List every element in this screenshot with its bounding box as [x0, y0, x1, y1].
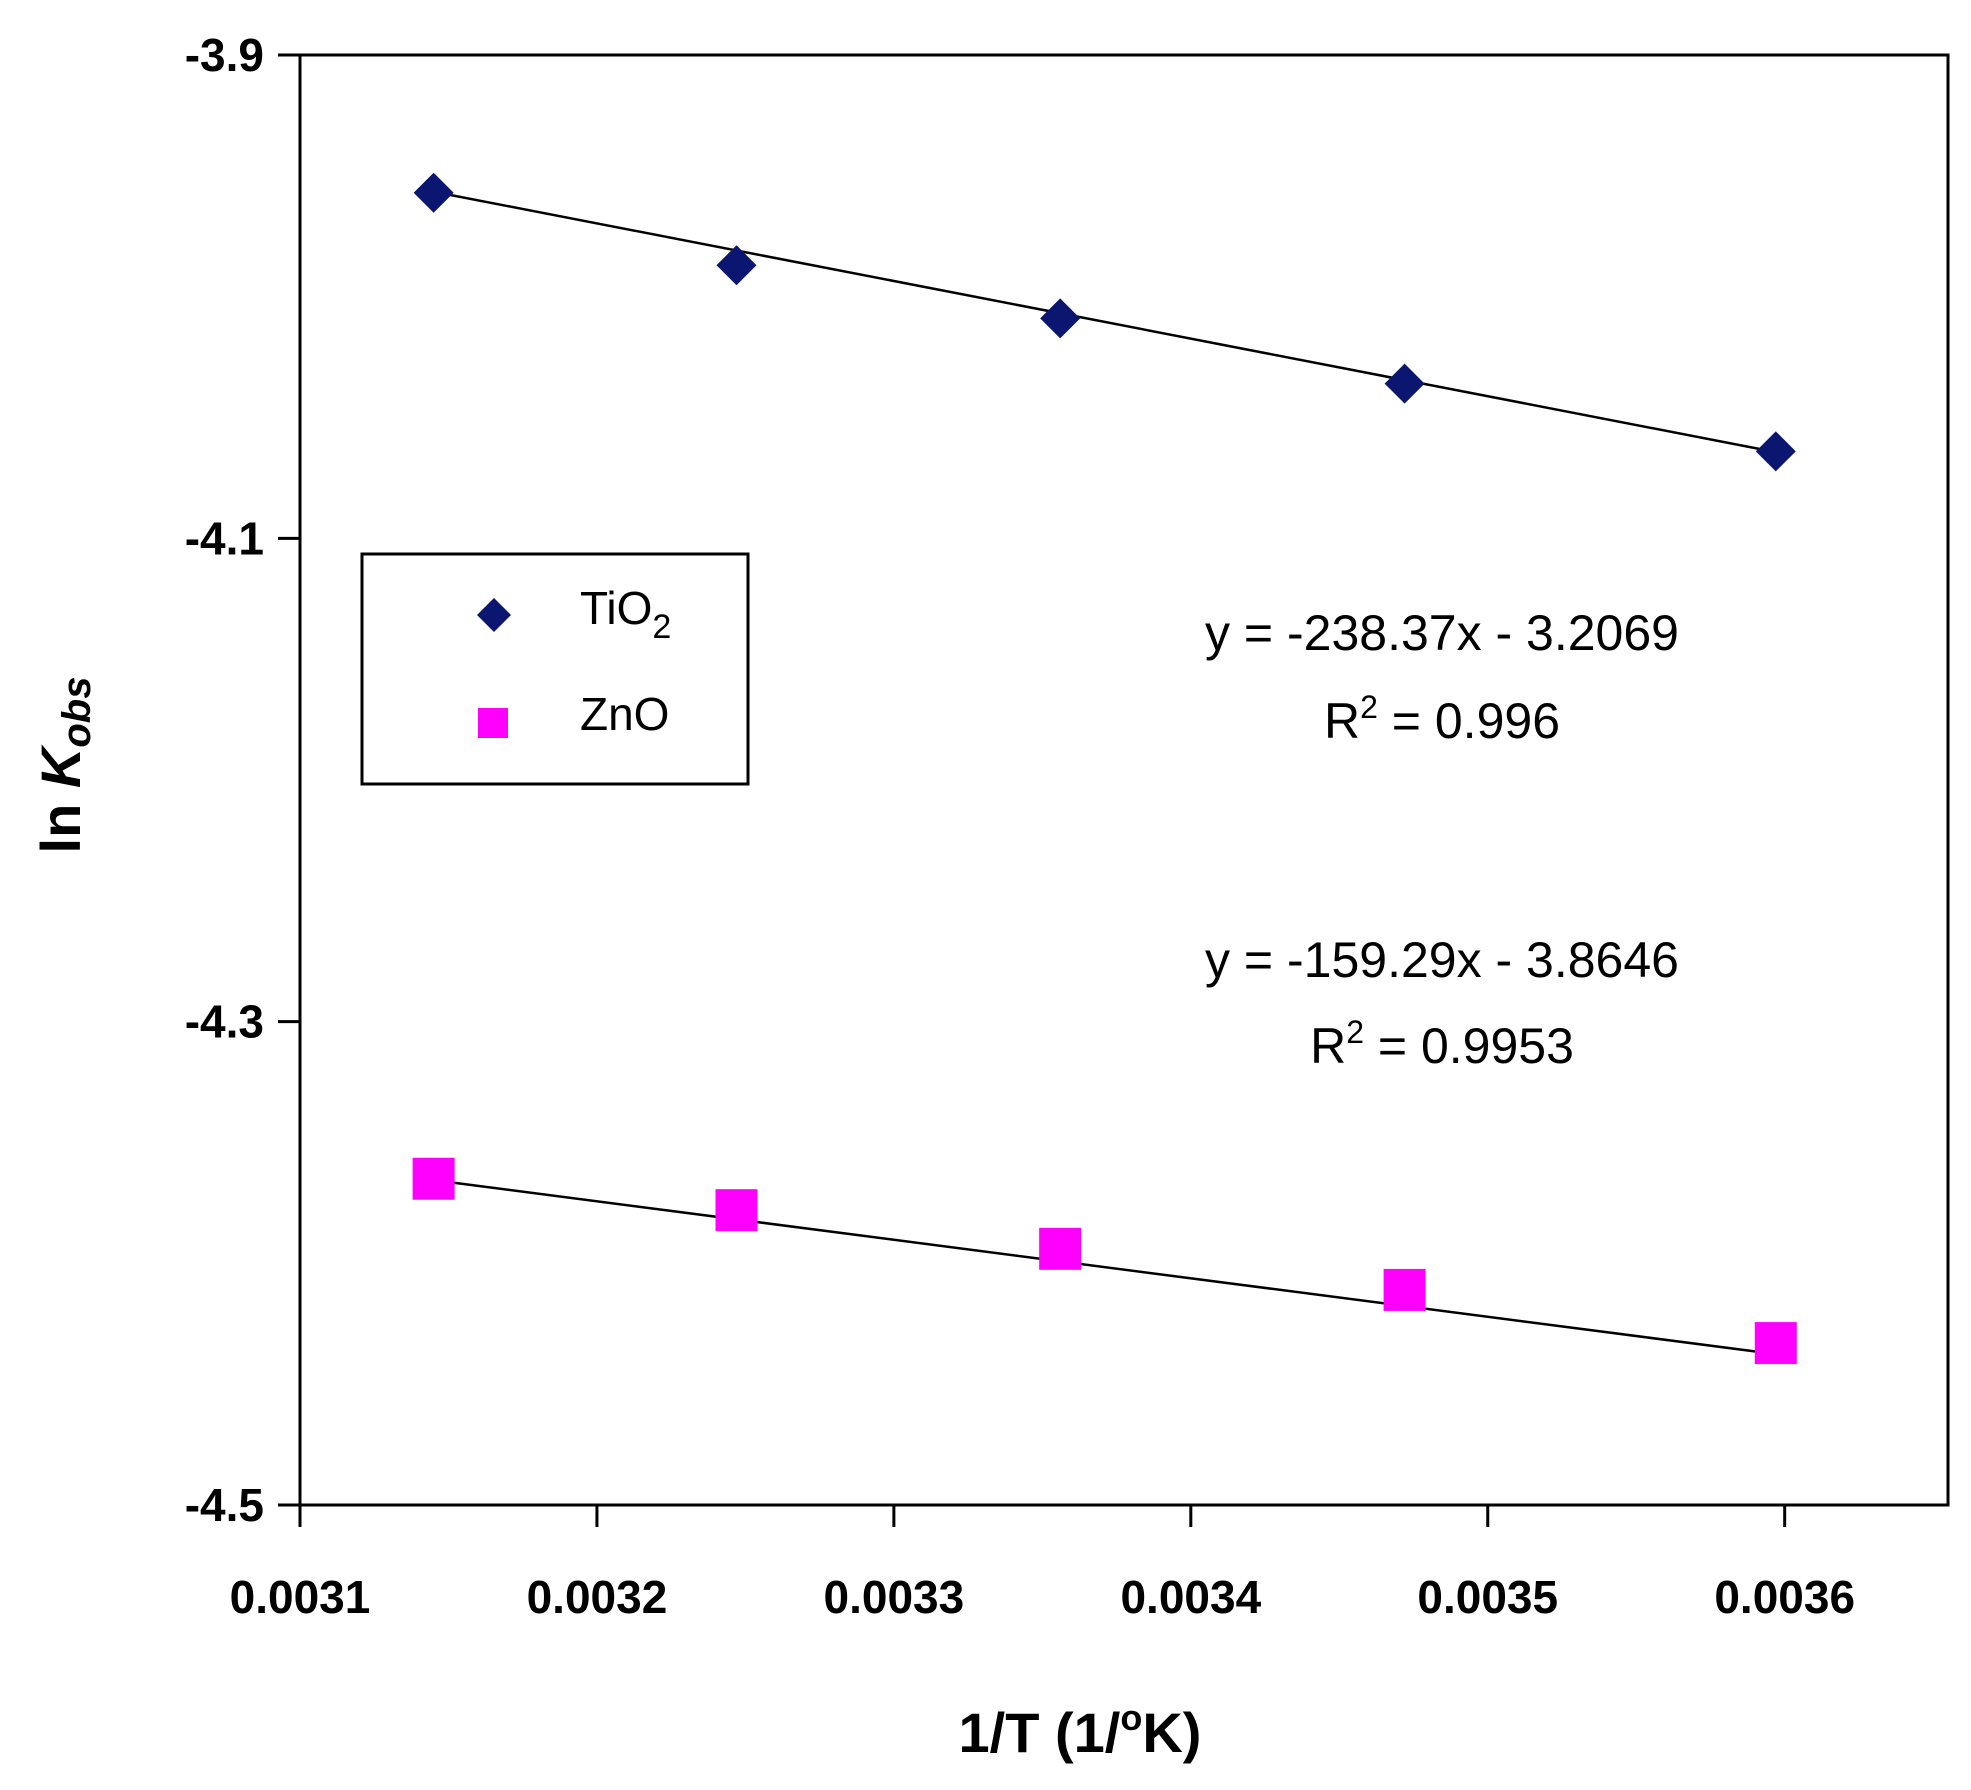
zno-point: [1383, 1268, 1426, 1311]
zno-point: [1754, 1322, 1797, 1365]
tio2-point: [1755, 431, 1796, 472]
y-tick-label: -4.1: [185, 512, 264, 564]
tio2-point: [716, 245, 757, 286]
x-tick-label: 0.0032: [527, 1571, 668, 1623]
tio2-point: [1384, 363, 1425, 404]
x-tick-label: 0.0031: [230, 1571, 371, 1623]
x-axis: 0.0031 0.0032 0.0033 0.0034 0.0035 0.0036: [230, 1505, 1855, 1623]
x-tick-label: 0.0036: [1714, 1571, 1855, 1623]
legend: TiO2 ZnO: [360, 552, 750, 786]
tio2-trendline: [433, 190, 1777, 454]
tio2-equation: y = -238.37x - 3.2069: [1205, 605, 1679, 661]
legend-label-zno: ZnO: [580, 688, 669, 740]
zno-equation: y = -159.29x - 3.8646: [1205, 932, 1679, 988]
legend-box: [360, 552, 750, 786]
zno-r2: R2 = 0.9953: [1310, 1014, 1574, 1074]
zno-point: [715, 1189, 758, 1232]
tio2-r2: R2 = 0.996: [1324, 689, 1560, 749]
plot-area: [298, 53, 1950, 1507]
legend-label-tio2: TiO2: [580, 582, 671, 646]
legend-marker-tio2: [477, 598, 511, 632]
tio2-point: [1040, 298, 1081, 339]
x-tick-label: 0.0034: [1120, 1571, 1261, 1623]
zno-point: [1039, 1227, 1082, 1270]
zno-point: [412, 1157, 455, 1200]
x-tick-label: 0.0035: [1417, 1571, 1558, 1623]
y-tick-label: -4.5: [185, 1479, 264, 1531]
x-tick-label: 0.0033: [824, 1571, 965, 1623]
zno-trendline: [433, 1178, 1776, 1356]
y-tick-label: -4.3: [185, 996, 264, 1048]
data-points: [412, 172, 1797, 1365]
x-axis-title: 1/T (1/oK): [959, 1697, 1202, 1764]
trendlines: [433, 190, 1777, 1356]
legend-marker-zno: [478, 708, 508, 738]
tio2-point: [413, 172, 454, 213]
y-axis-title: ln Kobs: [29, 677, 99, 854]
y-tick-label: -3.9: [185, 29, 264, 81]
y-axis: -3.9 -4.1 -4.3 -4.5: [185, 29, 300, 1531]
